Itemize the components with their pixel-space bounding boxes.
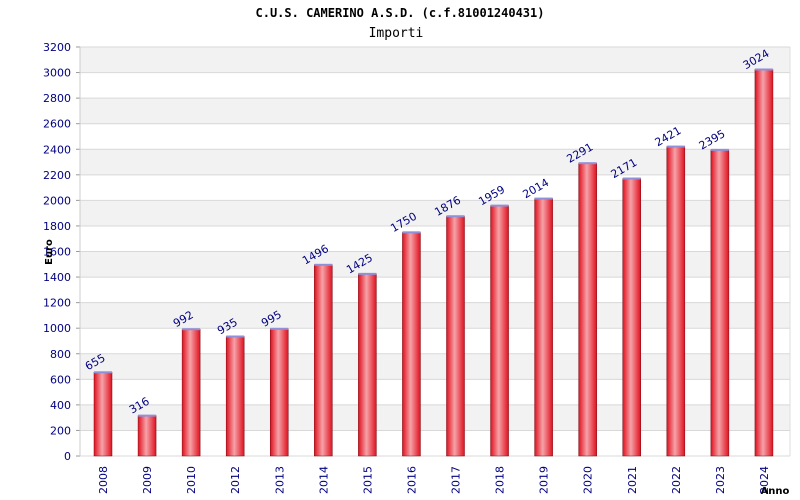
y-tick-label: 3200 [43,41,71,54]
bar-cap [446,215,465,218]
x-tick-label-2016: 2016 [405,466,418,494]
y-tick-label: 3000 [43,67,71,80]
y-tick-label: 1200 [43,297,71,310]
bar-2018 [490,205,509,457]
x-tick-label-2024: 2024 [758,466,771,494]
x-tick-label-2012: 2012 [229,466,242,494]
x-tick-label-2019: 2019 [538,466,551,494]
bar-cap [754,68,773,71]
grid-band [80,47,790,73]
x-axis-label: Anno [761,486,790,497]
y-tick-label: 400 [50,399,71,412]
bar-2015 [358,273,377,457]
y-axis-ticks: 0 200 400 600 800 1000 1200 1400 1600 1800 2000 220… [43,41,71,463]
bar-cap [314,263,333,266]
y-tick-label: 200 [50,424,71,437]
bar-2017 [446,215,465,457]
y-tick-label: 2600 [43,118,71,131]
bar-2012 [225,336,245,457]
y-tick-label: 1600 [43,246,71,259]
bar-cap [226,335,245,338]
bar-cap [402,231,421,234]
bar-2023 [710,149,730,457]
x-tick-label-2020: 2020 [582,466,595,494]
y-tick-label: 0 [64,450,71,463]
bar-cap [490,204,509,207]
bar-cap [622,177,641,180]
bar-2009 [137,415,157,457]
bar-2010 [181,328,201,457]
bar-2008 [93,372,113,457]
y-tick-label: 2400 [43,143,71,156]
bar-2014 [314,264,333,457]
y-tick-label: 1000 [43,322,71,335]
chart-subtitle: Importi [369,26,424,41]
bar-cap [666,145,685,148]
bar-cap [578,162,597,165]
y-tick-label: 800 [50,348,71,361]
x-tick-label-2013: 2013 [273,466,286,494]
bar-2013 [270,328,289,457]
bar-cap [182,328,201,331]
y-tick-label: 1800 [43,220,71,233]
bar-2019 [534,198,553,457]
bar-cap [710,148,729,151]
y-tick-label: 2800 [43,92,71,105]
bar-2020 [578,162,597,457]
grid-band [80,72,790,99]
grid-band [80,123,790,150]
x-tick-label-2015: 2015 [361,466,374,494]
y-tick-label: 2000 [43,194,71,207]
bar-cap [358,272,377,275]
bar-2021 [622,178,641,457]
x-tick-label-2017: 2017 [450,466,463,494]
x-tick-label-2010: 2010 [185,466,198,494]
bar-cap [270,327,289,330]
y-tick-label: 2200 [43,169,71,182]
x-tick-label-2009: 2009 [141,466,154,494]
x-tick-label-2021: 2021 [626,466,639,494]
chart-title: C.U.S. CAMERINO A.S.D. (c.f.81001240431) [256,6,545,20]
bar-2022 [666,146,686,457]
y-tick-label: 600 [50,373,71,386]
bar-2024 [754,69,774,457]
grid-band [80,98,790,124]
bar-cap [94,371,112,374]
bar-cap [138,414,157,417]
bar-cap [534,197,553,200]
bar-2016 [402,232,421,457]
x-tick-label-2014: 2014 [317,466,330,494]
y-tick-label: 1400 [43,271,71,284]
bars [93,68,774,457]
y-axis-label: Euro [44,239,55,265]
x-tick-label-2018: 2018 [494,466,507,494]
x-tick-label-2023: 2023 [714,466,727,494]
x-tick-label-2008: 2008 [97,466,110,494]
x-tick-label-2022: 2022 [670,466,683,494]
x-axis-ticks: 2008 2009 2010 2012 2013 2014 2015 2016 2017 2018… [97,466,771,494]
